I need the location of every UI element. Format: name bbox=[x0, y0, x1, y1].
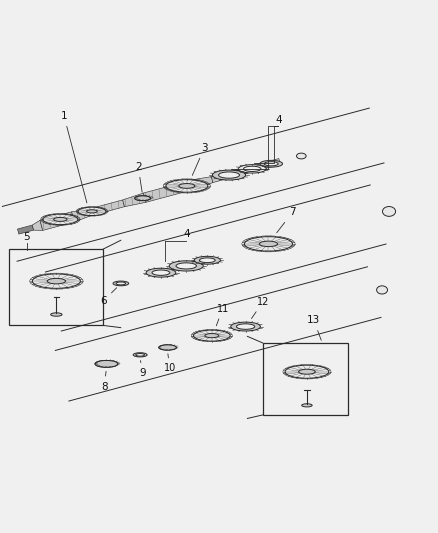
Polygon shape bbox=[123, 193, 146, 207]
Ellipse shape bbox=[199, 258, 215, 263]
Ellipse shape bbox=[43, 214, 78, 224]
Ellipse shape bbox=[32, 274, 81, 288]
Ellipse shape bbox=[54, 217, 67, 221]
Ellipse shape bbox=[299, 369, 315, 374]
Ellipse shape bbox=[231, 322, 261, 331]
Ellipse shape bbox=[264, 161, 278, 166]
Text: 7: 7 bbox=[277, 207, 296, 233]
Ellipse shape bbox=[136, 353, 145, 356]
Ellipse shape bbox=[297, 153, 306, 159]
Bar bbox=[263, 343, 348, 415]
Ellipse shape bbox=[47, 278, 66, 284]
Ellipse shape bbox=[260, 160, 283, 167]
Ellipse shape bbox=[135, 196, 150, 200]
Ellipse shape bbox=[244, 237, 293, 251]
Ellipse shape bbox=[166, 180, 208, 192]
Ellipse shape bbox=[194, 256, 220, 264]
Text: 8: 8 bbox=[101, 372, 108, 392]
Ellipse shape bbox=[259, 241, 278, 247]
Ellipse shape bbox=[152, 270, 170, 276]
Ellipse shape bbox=[95, 360, 118, 367]
Ellipse shape bbox=[133, 353, 147, 357]
Text: 4: 4 bbox=[275, 115, 282, 125]
Ellipse shape bbox=[135, 196, 150, 200]
Text: 11: 11 bbox=[216, 304, 229, 326]
Ellipse shape bbox=[219, 172, 240, 178]
Ellipse shape bbox=[179, 183, 195, 188]
Text: 10: 10 bbox=[164, 354, 176, 374]
Ellipse shape bbox=[146, 268, 176, 277]
Ellipse shape bbox=[113, 281, 129, 286]
Polygon shape bbox=[40, 212, 74, 230]
Text: 3: 3 bbox=[192, 143, 208, 175]
Ellipse shape bbox=[78, 207, 106, 215]
Ellipse shape bbox=[194, 330, 230, 341]
Ellipse shape bbox=[159, 345, 176, 350]
Ellipse shape bbox=[238, 165, 266, 173]
Ellipse shape bbox=[382, 206, 396, 216]
Ellipse shape bbox=[212, 170, 246, 180]
Text: 9: 9 bbox=[139, 360, 145, 378]
Ellipse shape bbox=[87, 210, 97, 213]
Polygon shape bbox=[194, 176, 213, 189]
Ellipse shape bbox=[116, 282, 126, 285]
Polygon shape bbox=[32, 220, 43, 230]
Polygon shape bbox=[212, 158, 280, 182]
Polygon shape bbox=[18, 225, 34, 234]
Text: 4: 4 bbox=[183, 229, 190, 239]
Text: 13: 13 bbox=[307, 315, 321, 340]
Ellipse shape bbox=[205, 334, 219, 338]
Polygon shape bbox=[72, 209, 91, 222]
Text: 12: 12 bbox=[251, 297, 269, 319]
Ellipse shape bbox=[51, 313, 62, 316]
Text: 1: 1 bbox=[61, 111, 87, 203]
Polygon shape bbox=[143, 180, 197, 203]
Polygon shape bbox=[89, 200, 124, 216]
Ellipse shape bbox=[95, 360, 118, 367]
Ellipse shape bbox=[302, 404, 312, 407]
Bar bbox=[10, 249, 103, 326]
Ellipse shape bbox=[237, 324, 255, 329]
Ellipse shape bbox=[169, 261, 203, 271]
Text: 6: 6 bbox=[100, 288, 117, 306]
Text: 2: 2 bbox=[135, 162, 142, 192]
Ellipse shape bbox=[176, 263, 197, 269]
Text: 5: 5 bbox=[24, 232, 30, 243]
Ellipse shape bbox=[244, 166, 261, 172]
Ellipse shape bbox=[377, 286, 388, 294]
Ellipse shape bbox=[285, 365, 329, 378]
Ellipse shape bbox=[159, 345, 176, 350]
